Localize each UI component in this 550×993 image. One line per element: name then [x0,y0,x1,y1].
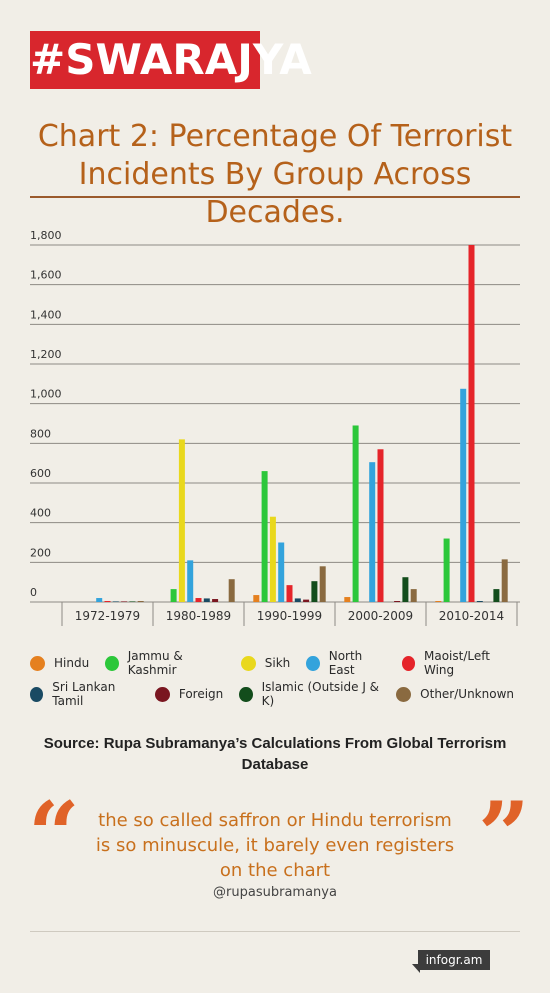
legend-item-other-unknown[interactable]: Other/Unknown [396,686,514,702]
bar-2000-2009-maoist-left-wing [377,449,384,602]
y-tick-label-800: 800 [30,427,51,440]
legend-swatch-icon [30,686,44,702]
legend-item-foreign[interactable]: Foreign [154,686,224,702]
bar-1990-1999-sikh [269,516,276,602]
y-tick-label-400: 400 [30,507,51,520]
x-tick-label-1980-1989: 1980-1989 [166,609,231,623]
legend-label: Other/Unknown [420,687,514,701]
y-tick-label-200: 200 [30,546,51,559]
x-tick-label-2010-2014: 2010-2014 [439,609,504,623]
bar-2000-2009-other-unknown [410,589,417,602]
bar-2010-2014-jammu-kashmir [443,538,450,602]
bar-2010-2014-hindu [435,601,442,602]
bar-1990-1999-maoist-left-wing [286,585,293,602]
legend-label: Hindu [54,656,90,670]
legend-swatch-icon [239,686,253,702]
y-tick-label-1800: 1,800 [30,229,62,242]
legend-label: Islamic (Outside J & K) [261,680,380,708]
pull-quote: the so called saffron or Hindu terrorism… [90,808,460,883]
legend-row-2: Sri Lankan Tamil Foreign Islamic (Outside … [30,680,530,708]
bar-1972-1979-maoist-left-wing [104,601,111,602]
legend-swatch-icon [30,655,45,671]
bar-1990-1999-sri-lankan-tamil [294,598,301,602]
legend-item-north-east[interactable]: North East [306,649,385,677]
bar-1990-1999-other-unknown [319,566,326,602]
legend-item-islamic-outside-j-k-[interactable]: Islamic (Outside J & K) [239,680,380,708]
bar-1972-1979-north-east [96,598,103,602]
close-quote-icon: ” [478,782,530,888]
bar-2010-2014-sri-lankan-tamil [476,601,483,602]
footer-divider [30,931,520,932]
pull-quote-line2: is so minuscule, it barely even register… [95,835,455,856]
bar-1980-1989-sri-lankan-tamil [203,598,210,602]
open-quote-icon: “ [28,782,80,888]
bar-1980-1989-sikh [178,439,185,602]
bar-2000-2009-hindu [344,597,351,602]
x-tick-label-1990-1999: 1990-1999 [257,609,322,623]
legend-label: Maoist/Left Wing [424,649,490,677]
title-divider [30,196,520,198]
bar-2010-2014-islamic-outside-j-k- [493,589,500,602]
bar-1980-1989-maoist-left-wing [195,598,202,602]
bar-1980-1989-foreign [212,599,219,602]
y-tick-label-0: 0 [30,586,37,599]
infogram-badge[interactable]: infogr.am [418,950,490,970]
y-tick-label-1400: 1,400 [30,308,62,321]
bar-1990-1999-islamic-outside-j-k- [311,581,318,602]
legend-label: North East [328,649,363,677]
bar-1980-1989-other-unknown [228,579,235,602]
legend-swatch-icon [240,655,256,671]
bar-chart: 0 200 400 600 800 1,000 1,200 1,400 1,600 1,800 19… [30,229,520,626]
bar-2000-2009-foreign [394,601,401,602]
quote-author-handle[interactable]: @rupasubramanya [213,885,337,900]
y-tick-label-1000: 1,000 [30,388,62,401]
chart-legend: Hindu Jammu & Kashmir Sikh North East Maoist… [30,649,530,714]
pull-quote-line3: on the chart [219,860,331,881]
bar-1990-1999-hindu [253,595,260,602]
legend-row-1: Hindu Jammu & Kashmir Sikh North East Maoist… [30,649,530,677]
legend-label: Foreign [178,687,224,701]
bar-1972-1979-islamic-outside-j-k- [129,601,136,602]
legend-swatch-icon [401,655,415,671]
legend-item-sri-lankan-tamil[interactable]: Sri Lankan Tamil [30,680,139,708]
bar-1980-1989-jammu-kashmir [170,589,177,602]
chart-title-line2: Incidents By Group Across Decades. [78,157,472,230]
legend-swatch-icon [396,686,412,702]
bar-1972-1979-foreign [121,601,128,602]
legend-item-jammu-kashmir[interactable]: Jammu & Kashmir [105,649,225,677]
source-note: Source: Rupa Subramanya’s Calculations F… [43,735,507,773]
legend-label: Sri Lankan Tamil [52,680,116,708]
bar-1972-1979-other-unknown [137,601,144,602]
chart-title: Chart 2: Percentage Of Terrorist Inciden… [20,118,530,232]
x-tick-label-2000-2009: 2000-2009 [348,609,413,623]
bar-2010-2014-north-east [460,388,467,602]
bar-2010-2014-other-unknown [501,559,508,602]
chart-title-line1: Chart 2: Percentage Of Terrorist [37,119,513,154]
bar-1972-1979-sri-lankan-tamil [112,601,119,602]
legend-item-hindu[interactable]: Hindu [30,655,90,671]
x-tick-label-1972-1979: 1972-1979 [75,609,140,623]
badge-tail-icon [412,964,420,973]
bar-1990-1999-foreign [303,599,310,602]
bar-1980-1989-north-east [187,560,194,602]
bar-1990-1999-north-east [278,542,285,602]
legend-swatch-icon [306,655,320,671]
legend-swatch-icon [105,655,119,671]
legend-label: Jammu & Kashmir [127,649,183,677]
legend-label: Sikh [264,656,291,670]
y-tick-label-1200: 1,200 [30,348,62,361]
y-tick-label-1600: 1,600 [30,269,62,282]
legend-item-sikh[interactable]: Sikh [240,655,291,671]
bar-2000-2009-islamic-outside-j-k- [402,577,409,602]
bar-2000-2009-north-east [369,462,376,602]
pull-quote-line1: the so called saffron or Hindu terrorism [98,810,452,831]
legend-item-maoist-left-wing[interactable]: Maoist/Left Wing [401,649,515,677]
bar-2000-2009-jammu-kashmir [352,425,359,602]
bar-1990-1999-jammu-kashmir [261,471,268,602]
bar-2010-2014-maoist-left-wing [468,245,475,602]
legend-swatch-icon [154,686,170,702]
y-tick-label-600: 600 [30,467,51,480]
swarajya-logo: #SWARAJYA [30,31,312,89]
